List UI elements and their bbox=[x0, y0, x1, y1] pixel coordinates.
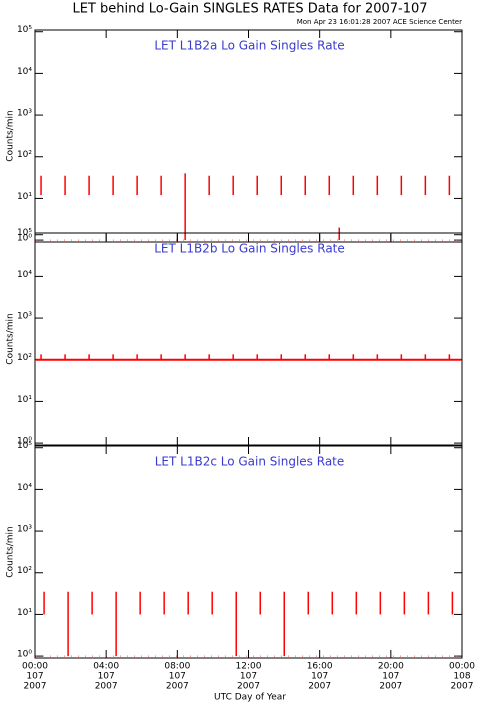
y-tick-label: 10⁵ bbox=[17, 228, 32, 238]
x-tick-label: 00:00 bbox=[22, 662, 48, 672]
x-tick-year: 2007 bbox=[379, 682, 402, 692]
y-tick-label: 10² bbox=[17, 150, 32, 160]
subtitle: Mon Apr 23 16:01:28 2007 ACE Science Cen… bbox=[297, 18, 462, 26]
y-tick-label: 10² bbox=[17, 566, 32, 576]
y-tick-label: 10⁵ bbox=[17, 441, 32, 451]
x-tick-label: 04:00 bbox=[93, 662, 119, 672]
panel-title: LET L1B2c Lo Gain Singles Rate bbox=[155, 455, 345, 469]
chart-title: LET behind Lo-Gain SINGLES RATES Data fo… bbox=[72, 2, 427, 17]
y-tick-label: 10⁰ bbox=[17, 234, 32, 244]
y-axis-label: Counts/min bbox=[6, 526, 16, 577]
plot-frame bbox=[34, 232, 463, 446]
x-tick-year: 2007 bbox=[308, 682, 331, 692]
x-tick-label: 00:00 bbox=[449, 662, 475, 672]
x-tick-year: 2007 bbox=[237, 682, 260, 692]
y-tick-label: 10³ bbox=[17, 525, 32, 535]
y-axis-label: Counts/min bbox=[6, 110, 16, 161]
y-tick-label: 10² bbox=[17, 353, 32, 363]
x-tick-label: 08:00 bbox=[164, 662, 190, 672]
x-tick-label: 12:00 bbox=[236, 662, 262, 672]
x-tick-day: 107 bbox=[98, 672, 115, 682]
x-tick-day: 107 bbox=[382, 672, 399, 682]
x-tick-year: 2007 bbox=[24, 682, 47, 692]
y-tick-label: 10¹ bbox=[17, 395, 32, 405]
x-tick-day: 108 bbox=[453, 672, 470, 682]
x-tick-day: 107 bbox=[311, 672, 328, 682]
x-tick-day: 107 bbox=[169, 672, 186, 682]
y-tick-label: 10³ bbox=[17, 312, 32, 322]
y-tick-label: 10³ bbox=[17, 109, 32, 119]
y-tick-label: 10⁴ bbox=[17, 67, 32, 77]
panel-title: LET L1B2a Lo Gain Singles Rate bbox=[154, 39, 344, 53]
y-tick-label: 10⁴ bbox=[17, 270, 32, 280]
plot-frame bbox=[34, 445, 463, 659]
x-axis-label: UTC Day of Year bbox=[214, 693, 286, 703]
y-tick-label: 10¹ bbox=[17, 192, 32, 202]
x-tick-year: 2007 bbox=[166, 682, 189, 692]
y-tick-label: 10⁰ bbox=[17, 650, 32, 660]
x-tick-day: 107 bbox=[26, 672, 43, 682]
x-tick-day: 107 bbox=[240, 672, 257, 682]
y-axis-label: Counts/min bbox=[6, 313, 16, 364]
x-tick-label: 20:00 bbox=[378, 662, 404, 672]
x-tick-year: 2007 bbox=[95, 682, 118, 692]
plot-frame bbox=[34, 29, 463, 243]
x-tick-label: 16:00 bbox=[307, 662, 333, 672]
y-tick-label: 10¹ bbox=[17, 608, 32, 618]
x-tick-year: 2007 bbox=[451, 682, 474, 692]
panel-title: LET L1B2b Lo Gain Singles Rate bbox=[154, 242, 345, 256]
y-tick-label: 10⁵ bbox=[17, 25, 32, 35]
y-tick-label: 10⁴ bbox=[17, 483, 32, 493]
y-tick-label: 10⁰ bbox=[17, 437, 32, 447]
